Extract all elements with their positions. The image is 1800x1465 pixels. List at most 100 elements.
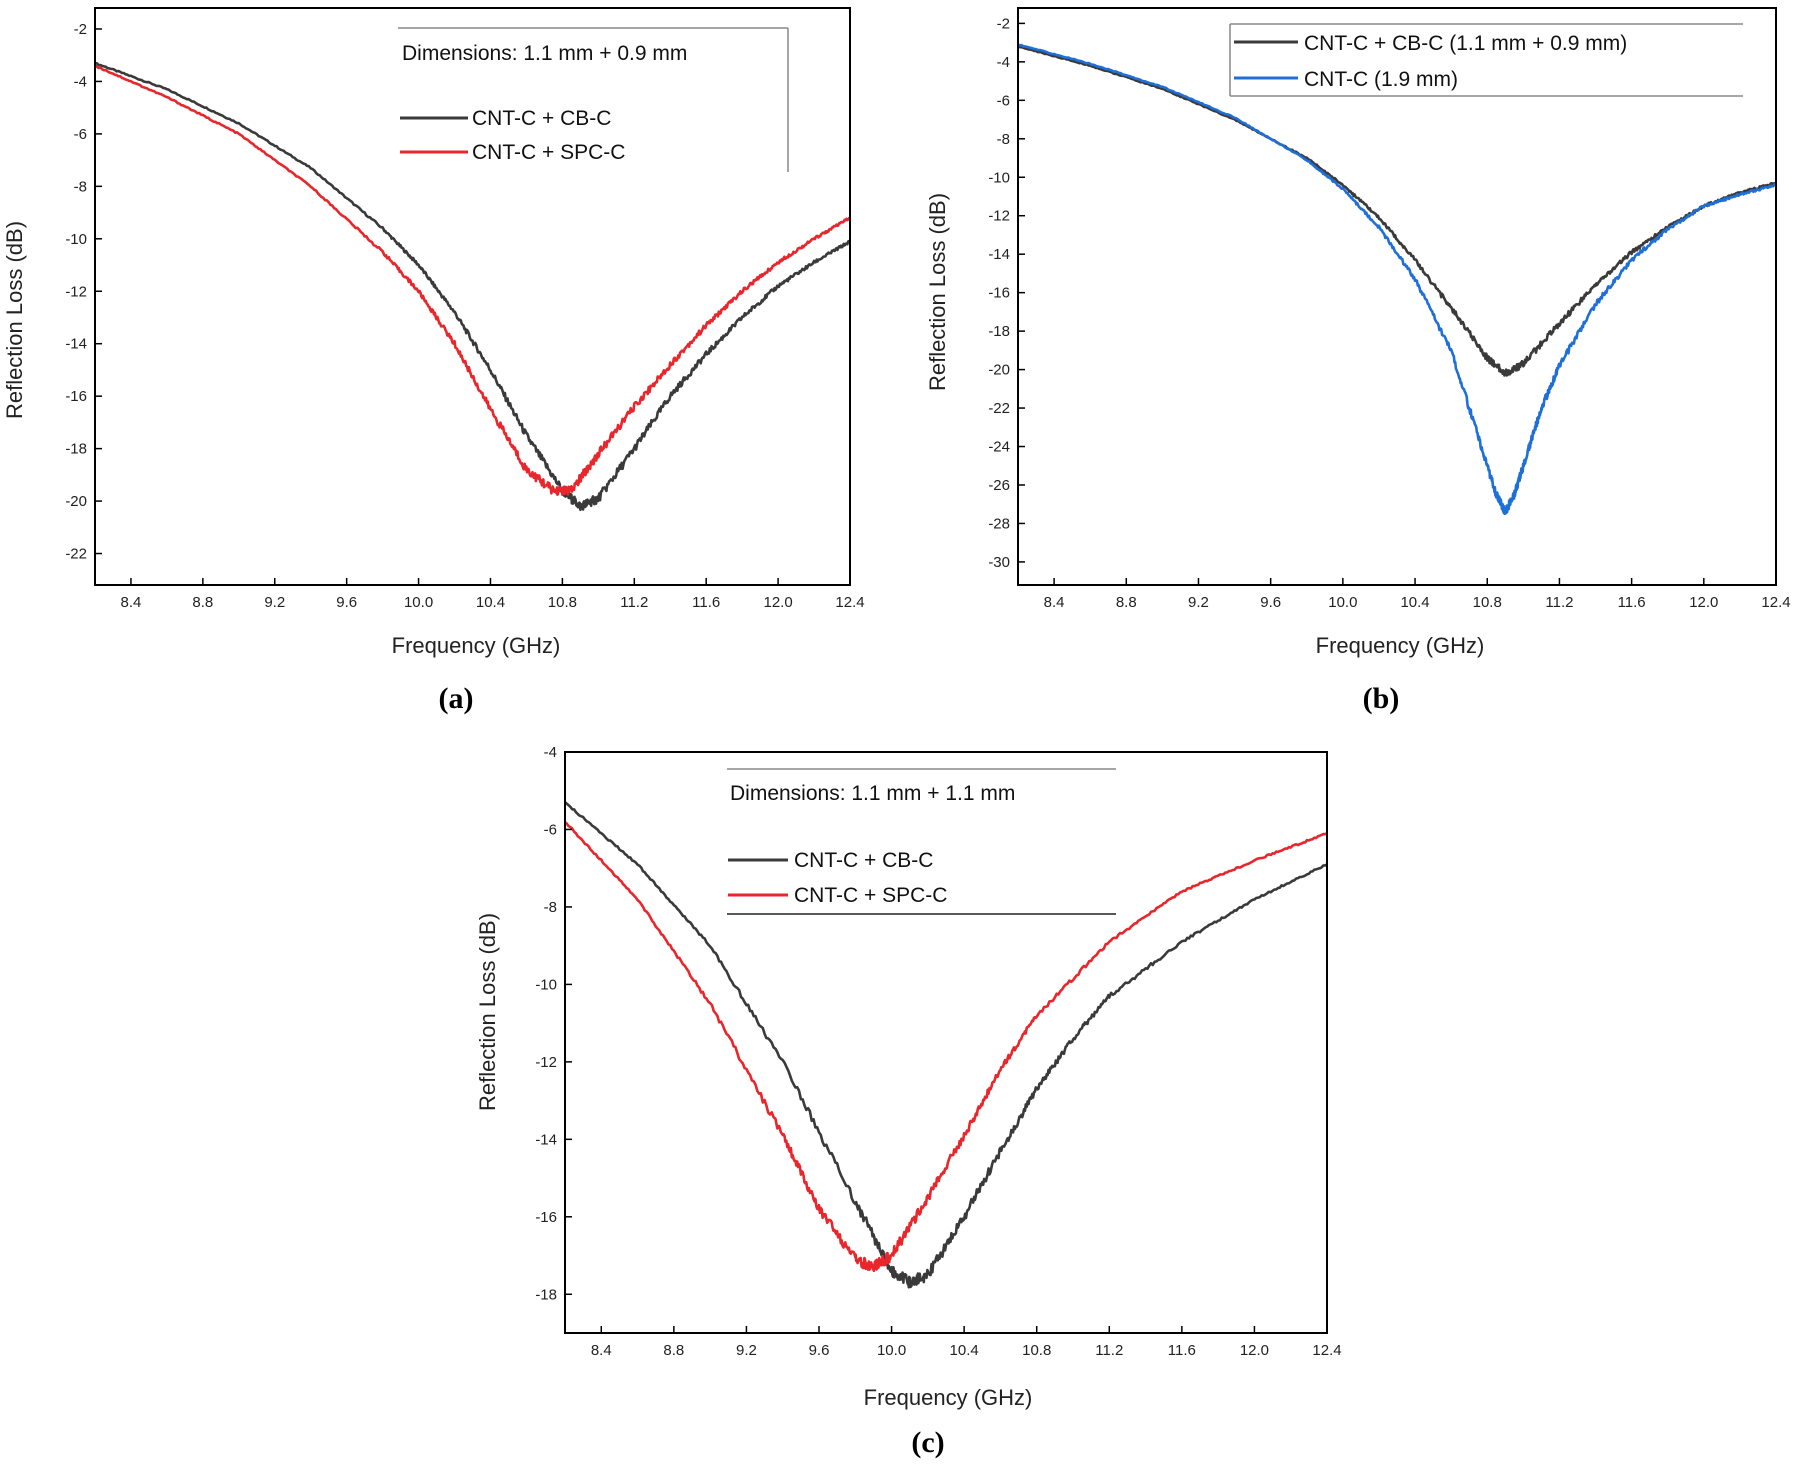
- x-tick-label-a-1: 8.8: [192, 594, 213, 611]
- y-tick-label-a-4: -10: [65, 231, 87, 248]
- y-tick-label-c-5: -14: [535, 1131, 557, 1148]
- chart-panel-b: -2 -4 -6 -8 -10 -12 -14 -16 -18 -20 -22 -24 -26 -28 -3…: [925, 7, 1791, 715]
- y-tick-label-b-12: -26: [988, 477, 1010, 494]
- y-tick-label-a-6: -14: [65, 336, 87, 353]
- y-tick-labels-a: -2 -4 -6 -8 -10 -12 -14 -16 -18 -20 -22: [65, 21, 87, 563]
- y-axis-label-a: Reflection Loss (dB): [2, 221, 27, 419]
- x-tick-label-b-7: 11.2: [1545, 594, 1573, 611]
- y-tick-label-a-1: -4: [74, 73, 87, 90]
- x-tick-label-a-7: 11.2: [620, 594, 648, 611]
- legend-entry-c-0: CNT-C + CB-C: [794, 849, 933, 872]
- legend-entry-a-1: CNT-C + SPC-C: [472, 141, 625, 164]
- plot-area-a: [94, 7, 851, 586]
- y-tick-label-c-1: -6: [544, 821, 557, 838]
- legend-b: CNT-C + CB-C (1.1 mm + 0.9 mm) CNT-C (1.…: [1229, 23, 1743, 97]
- y-tick-label-a-8: -18: [65, 441, 87, 458]
- x-tick-label-a-9: 12.0: [763, 594, 792, 611]
- plot-area-c: [564, 751, 1328, 1334]
- x-axis-label-b: Frequency (GHz): [1316, 633, 1485, 658]
- x-tick-label-b-2: 9.2: [1188, 594, 1209, 611]
- y-tick-label-c-3: -10: [535, 976, 557, 993]
- x-tick-label-c-7: 11.2: [1095, 1342, 1123, 1359]
- y-tick-label-b-2: -6: [997, 92, 1010, 109]
- legend-title-c: Dimensions: 1.1 mm + 1.1 mm: [730, 782, 1015, 805]
- y-tick-label-b-8: -18: [988, 323, 1010, 340]
- series-line-a-0: [94, 61, 851, 512]
- x-tick-label-a-0: 8.4: [121, 594, 142, 611]
- legend-entry-a-0: CNT-C + CB-C: [472, 107, 611, 130]
- series-line-b-1: [1017, 43, 1777, 516]
- x-tick-label-a-4: 10.0: [404, 594, 433, 611]
- y-tick-label-c-0: -4: [544, 744, 557, 761]
- y-tick-label-a-5: -12: [65, 283, 87, 300]
- x-tick-label-c-8: 11.6: [1168, 1342, 1196, 1359]
- y-tick-label-a-9: -20: [65, 493, 87, 510]
- y-tick-label-a-10: -22: [65, 546, 87, 563]
- y-tick-labels-b: -2 -4 -6 -8 -10 -12 -14 -16 -18 -20 -22 -24 -26 -28 -3…: [988, 15, 1010, 571]
- x-tick-labels-c: 8.4 8.8 9.2 9.6 10.0 10.4 10.8 11.2 11.6 12.0 12.4: [591, 1342, 1342, 1359]
- series-line-c-1: [564, 821, 1328, 1273]
- panel-label-a: (a): [439, 682, 474, 715]
- x-tick-label-c-1: 8.8: [663, 1342, 684, 1359]
- panel-label-b: (b): [1363, 682, 1400, 715]
- y-tick-label-b-5: -12: [988, 208, 1010, 225]
- x-tick-label-a-10: 12.4: [835, 594, 864, 611]
- x-tick-label-a-3: 9.6: [336, 594, 357, 611]
- y-axis-label-c: Reflection Loss (dB): [475, 913, 500, 1111]
- y-tick-labels-c: -4 -6 -8 -10 -12 -14 -16 -18: [535, 744, 557, 1303]
- x-tick-label-b-9: 12.0: [1689, 594, 1718, 611]
- y-tick-label-b-11: -24: [988, 439, 1010, 456]
- y-tick-label-b-3: -8: [997, 131, 1010, 148]
- series-line-a-1: [94, 64, 851, 497]
- plot-area-b: [1017, 7, 1777, 586]
- x-tick-label-b-4: 10.0: [1328, 594, 1357, 611]
- plot-frame-a: [94, 7, 851, 586]
- series-line-b-0: [1017, 44, 1777, 377]
- x-axis-label-a: Frequency (GHz): [392, 633, 561, 658]
- y-tick-label-a-7: -16: [65, 388, 87, 405]
- y-tick-label-b-14: -30: [988, 554, 1010, 571]
- legend-entry-b-1: CNT-C (1.9 mm): [1304, 68, 1458, 91]
- y-tick-label-c-2: -8: [544, 899, 557, 916]
- x-tick-label-b-10: 12.4: [1761, 594, 1790, 611]
- x-tick-label-b-5: 10.4: [1400, 594, 1429, 611]
- y-tick-label-b-13: -28: [988, 515, 1010, 532]
- y-tick-label-a-3: -8: [74, 178, 87, 195]
- y-tick-label-c-7: -18: [535, 1286, 557, 1303]
- x-tick-label-a-5: 10.4: [476, 594, 505, 611]
- legend-title-a: Dimensions: 1.1 mm + 0.9 mm: [402, 42, 687, 65]
- y-tick-label-b-10: -22: [988, 400, 1010, 417]
- x-tick-label-c-10: 12.4: [1312, 1342, 1341, 1359]
- plot-frame-c: [564, 751, 1328, 1334]
- y-tick-label-a-0: -2: [74, 21, 87, 38]
- y-axis-label-b: Reflection Loss (dB): [925, 193, 950, 391]
- plot-frame-b: [1017, 7, 1777, 586]
- y-tick-label-a-2: -6: [74, 126, 87, 143]
- x-tick-label-b-0: 8.4: [1044, 594, 1065, 611]
- y-tick-label-b-6: -14: [988, 246, 1010, 263]
- x-tick-label-a-8: 11.6: [692, 594, 720, 611]
- y-tick-label-b-7: -16: [988, 285, 1010, 302]
- panel-label-c: (c): [911, 1426, 944, 1459]
- x-tick-label-b-3: 9.6: [1260, 594, 1281, 611]
- x-tick-label-c-2: 9.2: [736, 1342, 757, 1359]
- y-tick-label-b-9: -20: [988, 362, 1010, 379]
- x-tick-label-c-0: 8.4: [591, 1342, 612, 1359]
- x-tick-label-c-9: 12.0: [1240, 1342, 1269, 1359]
- legend-entry-b-0: CNT-C + CB-C (1.1 mm + 0.9 mm): [1304, 32, 1627, 55]
- legend-entry-c-1: CNT-C + SPC-C: [794, 884, 947, 907]
- y-tick-label-b-1: -4: [997, 54, 1010, 71]
- x-tick-label-c-6: 10.8: [1022, 1342, 1051, 1359]
- chart-panel-a: -2 -4 -6 -8 -10 -12 -14 -16 -18 -20 -22 8.4 8.8 9.2 9…: [2, 7, 865, 715]
- series-line-c-0: [564, 801, 1328, 1289]
- y-tick-label-b-4: -10: [988, 169, 1010, 186]
- x-tick-labels-b: 8.4 8.8 9.2 9.6 10.0 10.4 10.8 11.2 11.6 12.0 12.4: [1044, 594, 1791, 611]
- x-tick-label-a-2: 9.2: [264, 594, 285, 611]
- x-tick-label-b-8: 11.6: [1618, 594, 1646, 611]
- legend-a: Dimensions: 1.1 mm + 0.9 mm CNT-C + CB-C…: [398, 27, 789, 172]
- x-tick-label-a-6: 10.8: [548, 594, 577, 611]
- x-tick-label-b-6: 10.8: [1473, 594, 1502, 611]
- x-tick-label-c-3: 9.6: [809, 1342, 830, 1359]
- y-tick-label-c-6: -16: [535, 1209, 557, 1226]
